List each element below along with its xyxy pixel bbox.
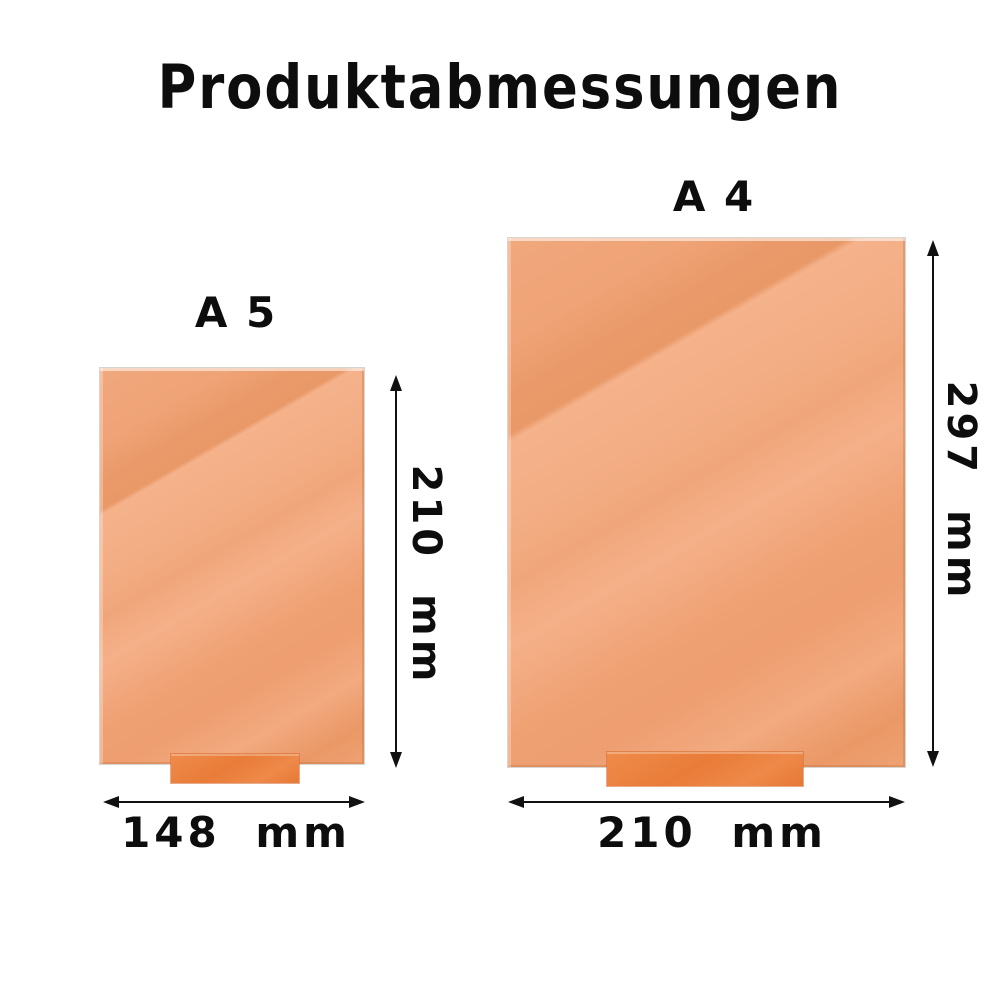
height-label-a4: 297 mm — [938, 380, 984, 602]
size-label-a5: A 5 — [194, 288, 278, 337]
arrowhead-down-icon — [927, 751, 939, 767]
arrowhead-left-icon — [508, 796, 524, 808]
dimension-line — [119, 801, 349, 803]
height-dimension-arrow-a5 — [388, 375, 404, 768]
height-dimension-arrow-a4 — [925, 240, 941, 767]
arrowhead-right-icon — [349, 796, 365, 808]
height-label-a5: 210 mm — [403, 464, 449, 686]
dimension-line — [932, 256, 934, 751]
acrylic-plate-a4 — [508, 238, 905, 767]
arrowhead-up-icon — [927, 240, 939, 256]
dimension-line — [395, 391, 397, 752]
dimension-line — [524, 801, 889, 803]
plate-stand-a5 — [171, 754, 299, 783]
width-label-a5: 148 mm — [121, 808, 351, 857]
width-label-a4: 210 mm — [597, 808, 827, 857]
width-dimension-arrow-a5 — [103, 794, 365, 810]
plate-stand-a4 — [607, 752, 803, 786]
width-dimension-arrow-a4 — [508, 794, 905, 810]
arrowhead-right-icon — [889, 796, 905, 808]
size-label-a4: A 4 — [672, 172, 756, 221]
arrowhead-down-icon — [390, 752, 402, 768]
acrylic-plate-a5 — [100, 368, 364, 764]
arrowhead-left-icon — [103, 796, 119, 808]
page-title: Produktabmessungen — [157, 51, 843, 123]
arrowhead-up-icon — [390, 375, 402, 391]
